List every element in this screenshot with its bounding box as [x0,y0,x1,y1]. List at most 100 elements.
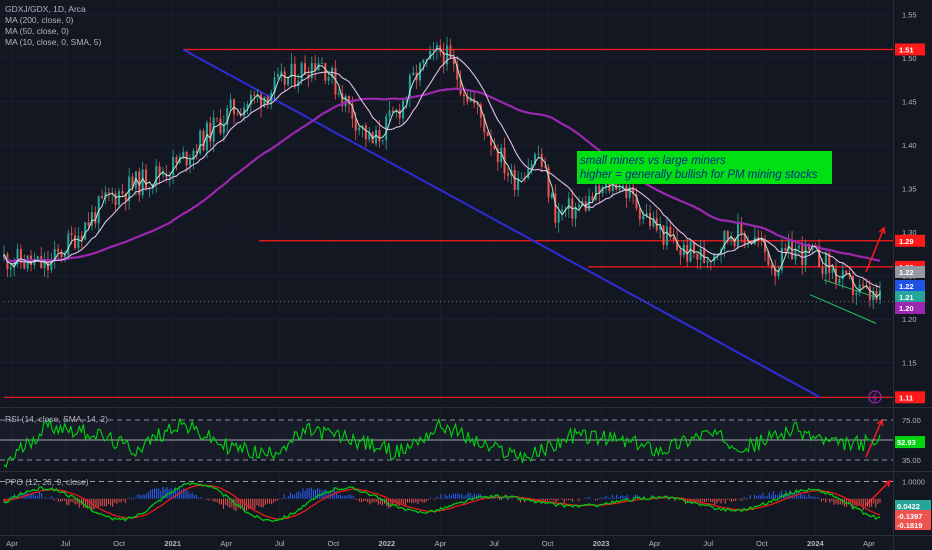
candle-body[interactable] [219,118,222,134]
candle-body[interactable] [716,253,719,255]
candle-body[interactable] [161,173,164,175]
candle-body[interactable] [172,156,175,176]
candle-body[interactable] [398,109,401,119]
candle-body[interactable] [486,132,489,137]
candle-body[interactable] [828,253,831,273]
candle-body[interactable] [195,150,198,154]
candle-body[interactable] [845,270,848,274]
candle-body[interactable] [263,96,266,108]
candle-body[interactable] [801,245,804,265]
candle-body[interactable] [57,248,60,252]
candle-body[interactable] [875,290,878,300]
ma50-line[interactable] [3,57,881,288]
candle-body[interactable] [598,185,601,194]
candle-body[interactable] [280,71,283,75]
ppo-value-tag[interactable] [895,500,931,511]
candle-body[interactable] [561,209,564,212]
candle-body[interactable] [679,249,682,256]
candle-body[interactable] [736,222,739,247]
candle-body[interactable] [588,196,591,211]
candle-body[interactable] [496,149,499,163]
candle-body[interactable] [730,238,733,240]
candle-body[interactable] [784,247,787,251]
candle-body[interactable] [368,132,371,140]
candle-body[interactable] [672,237,675,240]
candle-body[interactable] [266,96,269,105]
candle-body[interactable] [554,193,557,223]
level-tag[interactable] [895,43,925,56]
candle-body[interactable] [94,212,97,224]
price-tag[interactable] [895,280,925,292]
candle-body[interactable] [872,290,875,301]
candle-body[interactable] [243,107,246,117]
candle-body[interactable] [456,63,459,80]
candle-body[interactable] [297,80,300,87]
candle-body[interactable] [645,212,648,216]
candle-body[interactable] [577,204,580,207]
candle-body[interactable] [618,187,621,190]
candle-body[interactable] [358,127,361,131]
ppo-value-tag[interactable] [895,510,931,521]
candle-body[interactable] [425,59,428,61]
candle-body[interactable] [550,193,553,198]
candle-body[interactable] [696,253,699,260]
candle-body[interactable] [87,222,90,226]
candle-body[interactable] [36,256,39,261]
candle-body[interactable] [743,234,746,245]
candle-body[interactable] [80,235,83,240]
date-axis[interactable]: Apr Jul Oct 2021 Apr Jul Oct 2022 Apr Jul Oct 2023 A… [6,539,875,548]
candle-body[interactable] [818,245,821,268]
candle-body[interactable] [155,166,158,185]
candle-body[interactable] [50,260,53,270]
candle-body[interactable] [84,222,87,240]
candle-body[interactable] [493,145,496,150]
candle-body[interactable] [320,63,323,64]
candle-body[interactable] [60,251,63,258]
candle-body[interactable] [246,104,249,108]
channel-lower-line[interactable] [809,294,877,324]
level-tag[interactable] [895,391,925,404]
candle-body[interactable] [138,171,141,196]
candle-body[interactable] [452,57,455,64]
candle-body[interactable] [361,125,364,128]
candle-body[interactable] [216,117,219,119]
candle-body[interactable] [337,93,340,95]
ppo-value-tag[interactable] [895,519,931,530]
candle-body[interactable] [121,191,124,194]
candle-body[interactable] [804,243,807,265]
price-pane[interactable] [3,37,893,399]
candle-body[interactable] [676,239,679,250]
candle-body[interactable] [757,237,760,239]
channel-upper-line[interactable] [823,279,877,298]
candle-body[interactable] [632,186,635,194]
candle-body[interactable] [747,242,750,245]
candle-body[interactable] [649,212,652,227]
candle-body[interactable] [642,215,645,220]
candle-body[interactable] [435,45,438,50]
candle-body[interactable] [317,63,320,71]
candle-body[interactable] [378,129,381,142]
candle-body[interactable] [723,231,726,250]
candle-body[interactable] [483,117,486,133]
lightning-icon[interactable] [868,390,882,404]
candle-body[interactable] [770,265,773,269]
candle-body[interactable] [375,129,378,144]
candle-body[interactable] [364,125,367,140]
candle-body[interactable] [408,75,411,99]
candle-body[interactable] [855,292,858,295]
candle-body[interactable] [594,185,597,201]
candle-body[interactable] [476,103,479,105]
candle-body[interactable] [341,93,344,107]
candle-body[interactable] [520,177,523,179]
candle-body[interactable] [601,186,604,194]
candle-body[interactable] [689,241,692,262]
candle-body[interactable] [273,77,276,93]
candle-body[interactable] [500,147,503,163]
candle-body[interactable] [131,176,134,188]
candle-body[interactable] [540,153,543,167]
candle-body[interactable] [706,261,709,263]
candle-body[interactable] [290,63,293,78]
candle-body[interactable] [851,276,854,295]
candle-body[interactable] [703,248,706,263]
